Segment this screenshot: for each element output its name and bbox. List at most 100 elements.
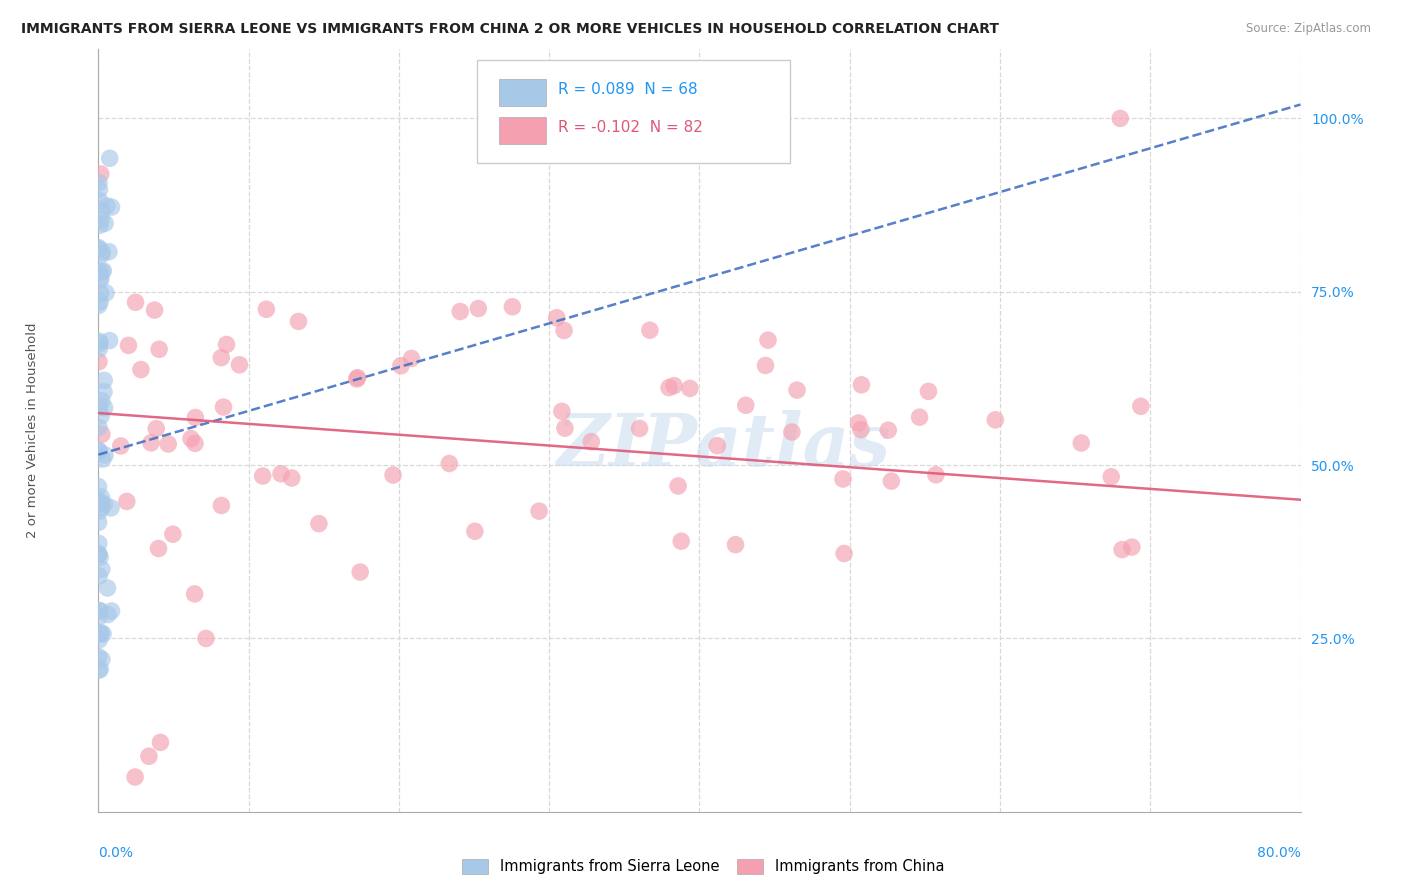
Point [124,295,146,310]
Point [100,604,122,618]
Point [129,362,152,376]
Point [100,500,122,515]
Point [110,439,132,453]
Point [87,649,110,664]
Point [215,337,238,351]
Point [724,538,747,552]
Point [467,301,489,316]
Point [89,342,111,356]
Point [149,735,172,749]
Text: Source: ZipAtlas.com: Source: ZipAtlas.com [1246,22,1371,36]
Point [281,471,304,485]
Point [148,343,170,357]
Point [389,359,412,373]
Point [89,604,111,618]
Point [89,401,111,415]
Point [90,625,112,640]
Point [148,541,170,556]
Point [209,499,232,513]
Point [89,569,111,583]
Point [89,603,111,617]
Point [91,627,114,641]
Point [89,336,111,351]
FancyBboxPatch shape [477,61,790,163]
Point [1129,399,1152,413]
Point [90,427,112,442]
Point [734,398,756,412]
Point [87,547,110,561]
Point [145,422,167,436]
Point [554,421,576,435]
Point [1070,436,1092,450]
Point [94,285,117,300]
Point [100,200,122,214]
Point [87,241,110,255]
Point [439,457,461,471]
Point [464,524,486,539]
Point [87,663,110,677]
Point [89,194,111,208]
Text: 0.0%: 0.0% [98,846,134,860]
Point [849,423,872,437]
Point [832,547,855,561]
Point [90,167,112,181]
Point [90,500,112,515]
Point [87,536,110,550]
Point [89,504,111,518]
Point [89,219,111,233]
Point [89,443,111,458]
Point [87,242,110,256]
Point [96,581,118,595]
Point [706,439,728,453]
Point [117,338,139,352]
Point [124,770,146,784]
Point [87,298,110,312]
Point [90,264,112,278]
Point [527,504,550,518]
Point [346,372,368,386]
Point [98,334,121,348]
Point [87,610,110,624]
Point [1111,542,1133,557]
Point [546,310,568,325]
Point [89,182,111,196]
Point [581,434,603,449]
Point [848,416,870,430]
Point [94,448,117,462]
Point [90,409,112,423]
Point [553,323,575,337]
Point [184,410,207,425]
Point [93,373,115,387]
Point [252,469,274,483]
Point [87,420,110,434]
Point [917,384,939,399]
Point [184,436,207,450]
Point [908,410,931,425]
Point [89,334,111,349]
Point [832,472,855,486]
Text: IMMIGRANTS FROM SIERRA LEONE VS IMMIGRANTS FROM CHINA 2 OR MORE VEHICLES IN HOUS: IMMIGRANTS FROM SIERRA LEONE VS IMMIGRAN… [21,22,1000,37]
Point [925,467,948,482]
Point [93,264,115,278]
Point [94,216,117,230]
Point [877,423,900,437]
Point [90,393,112,408]
Point [669,534,692,549]
Point [97,607,120,622]
Point [93,384,115,399]
Point [91,245,114,260]
Point [138,749,160,764]
Point [89,550,111,565]
Point [89,494,111,508]
Point [551,404,574,418]
Point [1109,112,1132,126]
Point [90,652,112,666]
Point [754,359,776,373]
Point [180,432,202,446]
Point [98,151,121,165]
Point [89,265,111,279]
Point [1099,469,1122,483]
Point [786,383,808,397]
Point [87,355,110,369]
Point [90,497,112,511]
